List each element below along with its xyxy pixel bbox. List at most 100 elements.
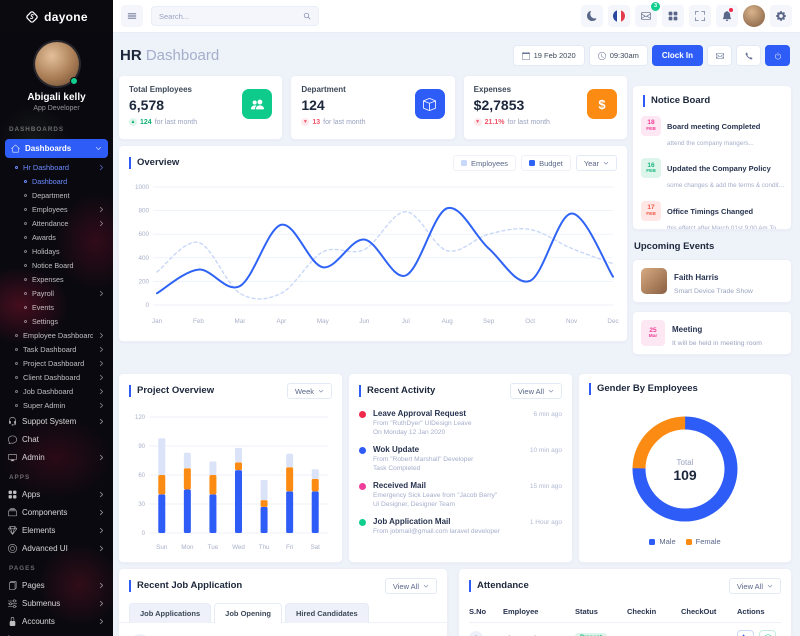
sidebar-nav: DASHBOARDS Dashboards Hr Dashboard Dashboar… — [0, 118, 113, 636]
sidebar-item-pages[interactable]: Pages — [0, 576, 113, 594]
main-area: 3 HR Dashboard 19 Feb 2020 09:30am — [113, 0, 800, 636]
attendance-title: Attendance — [469, 580, 529, 592]
activity-title: Wok Update — [373, 445, 420, 454]
logo[interactable]: dayone — [0, 0, 113, 33]
activity-dot — [359, 483, 366, 490]
sidebar-item-submenus[interactable]: Submenus — [0, 594, 113, 612]
sidebar-item-dashboard[interactable]: Dashboard — [0, 174, 113, 188]
sidebar-item-apps[interactable]: Apps — [0, 485, 113, 503]
activity-item[interactable]: Received Mail 15 min ago Emergency Sick L… — [359, 481, 562, 508]
sidebar-item-department[interactable]: Department — [0, 188, 113, 202]
sidebar-item-attendance[interactable]: Attendance — [0, 216, 113, 230]
svg-text:600: 600 — [138, 231, 149, 238]
user-avatar-button[interactable] — [743, 5, 765, 27]
svg-text:Thu: Thu — [259, 544, 270, 551]
gear-button[interactable] — [770, 5, 792, 27]
event-card[interactable]: Faith Harris Smart Device Trade Show — [632, 259, 792, 303]
sidebar-item-accounts[interactable]: Accounts — [0, 612, 113, 630]
mail-button[interactable]: 3 — [635, 2, 660, 27]
menu-toggle-button[interactable] — [121, 5, 143, 27]
sidebar-item-notice-board[interactable]: Notice Board — [0, 258, 113, 272]
project-range-value: Week — [294, 386, 314, 396]
mail-action-button[interactable] — [707, 45, 732, 66]
job-view-all-button[interactable]: View All — [384, 578, 437, 594]
bar-segment-in-progress — [286, 467, 294, 492]
sidebar-item-expenses[interactable]: Expenses — [0, 272, 113, 286]
svg-text:90: 90 — [138, 444, 145, 450]
activity-line: Emergency Sick Leave from "Jacob Berry" — [373, 492, 498, 499]
date-chip[interactable]: 19 Feb 2020 — [512, 45, 585, 66]
job-tabs: Job Applications Job Opening Hired Candida… — [119, 600, 447, 623]
activity-item[interactable]: Job Application Mail 1 Hour ago From jobm… — [359, 517, 562, 535]
grid-button[interactable] — [662, 5, 684, 27]
sidebar-item-client-dashboard[interactable]: Client Dashboard — [0, 370, 113, 384]
notice-item[interactable]: 17 FEB Office Timings Changed this effetc… — [641, 200, 785, 229]
activity-view-all-button[interactable]: View All — [509, 383, 562, 399]
power-action-button[interactable] — [765, 45, 790, 66]
attendance-header-row: S.No Employee Status Checkin CheckOut Actions — [469, 600, 781, 623]
activity-item[interactable]: Leave Approval Request 6 min ago From "Ru… — [359, 409, 562, 436]
notice-list: 18 FEB Board meeting Completed attend the… — [633, 115, 791, 229]
call-action-button[interactable] — [737, 630, 754, 636]
tab-job-opening[interactable]: Job Opening — [214, 603, 282, 623]
language-button[interactable] — [608, 5, 630, 27]
sidebar-item-dashboards[interactable]: Dashboards — [5, 139, 108, 158]
sidebar-item-job-dashboard[interactable]: Job Dashboard — [0, 384, 113, 398]
tab-job-applications[interactable]: Job Applications — [129, 603, 212, 623]
svg-text:Tue: Tue — [208, 544, 219, 551]
event-card[interactable]: 25 Mar Meeting It will be held in meeting… — [632, 311, 792, 355]
sidebar-item-awards[interactable]: Awards — [0, 230, 113, 244]
sidebar-item-task-dashboard[interactable]: Task Dashboard — [0, 342, 113, 356]
sidebar-item-suppot-system[interactable]: Suppot System — [0, 412, 113, 430]
sidebar-item-ecommerce[interactable]: Ecommerce — [0, 630, 113, 636]
sidebar-item-project-dashboard[interactable]: Project Dashboard — [0, 356, 113, 370]
sidebar-item-events[interactable]: Events — [0, 300, 113, 314]
sidebar-item-components[interactable]: Components — [0, 503, 113, 521]
sidebar-item-employees[interactable]: Employees — [0, 202, 113, 216]
clock-in-button[interactable]: Clock In — [651, 45, 703, 66]
moon-button[interactable] — [581, 5, 603, 27]
sidebar-item-elements[interactable]: Elements — [0, 521, 113, 539]
right-column: Notice Board 18 FEB Board meeting Complet… — [632, 85, 792, 363]
sidebar-item-super-admin[interactable]: Super Admin — [0, 398, 113, 412]
sidebar-item-advanced-ui[interactable]: Advanced UI — [0, 539, 113, 557]
bar-segment-remaining — [183, 452, 191, 469]
legend-budget[interactable]: Budget — [521, 155, 571, 171]
sidebar-item-chat[interactable]: Chat — [0, 430, 113, 448]
power-icon — [774, 52, 781, 59]
attendance-view-all-button[interactable]: View All — [728, 578, 781, 594]
fullscreen-button[interactable] — [689, 5, 711, 27]
notice-item[interactable]: 16 FEB Updated the Company Policy some ch… — [641, 158, 785, 194]
sidebar-section-label: DASHBOARDS — [9, 126, 65, 133]
header-controls: 19 Feb 2020 09:30am Clock In — [512, 45, 790, 66]
sidebar-item-holidays[interactable]: Holidays — [0, 244, 113, 258]
search-input[interactable] — [159, 11, 299, 21]
sidebar-item-hr-dashboard[interactable]: Hr Dashboard — [0, 160, 113, 174]
stat-note: for last month — [154, 118, 198, 126]
sidebar-item-settings[interactable]: Settings — [0, 314, 113, 328]
sidebar-item-payroll[interactable]: Payroll — [0, 286, 113, 300]
project-range-select[interactable]: Week — [286, 383, 332, 399]
activity-item[interactable]: Wok Update 10 min ago From "Robert Marsha… — [359, 445, 562, 472]
chevron-right-icon — [100, 164, 104, 170]
bullet-icon — [15, 403, 18, 407]
stat-footnote: ▼ 21.1% for last month — [473, 118, 617, 126]
time-value: 09:30am — [609, 51, 639, 60]
phone-action-button[interactable] — [736, 45, 761, 66]
sidebar-item-employee-dashboard[interactable]: Employee Dashboard — [0, 328, 113, 342]
tab-hired-candidates[interactable]: Hired Candidates — [285, 603, 369, 623]
time-chip[interactable]: 09:30am — [588, 45, 648, 66]
bell-button[interactable] — [716, 5, 738, 27]
chevron-right-icon — [100, 582, 104, 588]
svg-text:Apr: Apr — [276, 318, 286, 325]
notice-item[interactable]: 18 FEB Board meeting Completed attend the… — [641, 115, 783, 152]
svg-text:Mar: Mar — [234, 318, 245, 325]
cube-icon — [423, 97, 437, 111]
overview-range-select[interactable]: Year — [575, 155, 617, 171]
sidebar-item-admin[interactable]: Admin — [0, 448, 113, 466]
chat-action-button[interactable] — [759, 630, 776, 636]
elements-icon — [8, 525, 17, 535]
user-avatar[interactable] — [34, 42, 79, 86]
legend-employees[interactable]: Employees — [452, 155, 517, 171]
